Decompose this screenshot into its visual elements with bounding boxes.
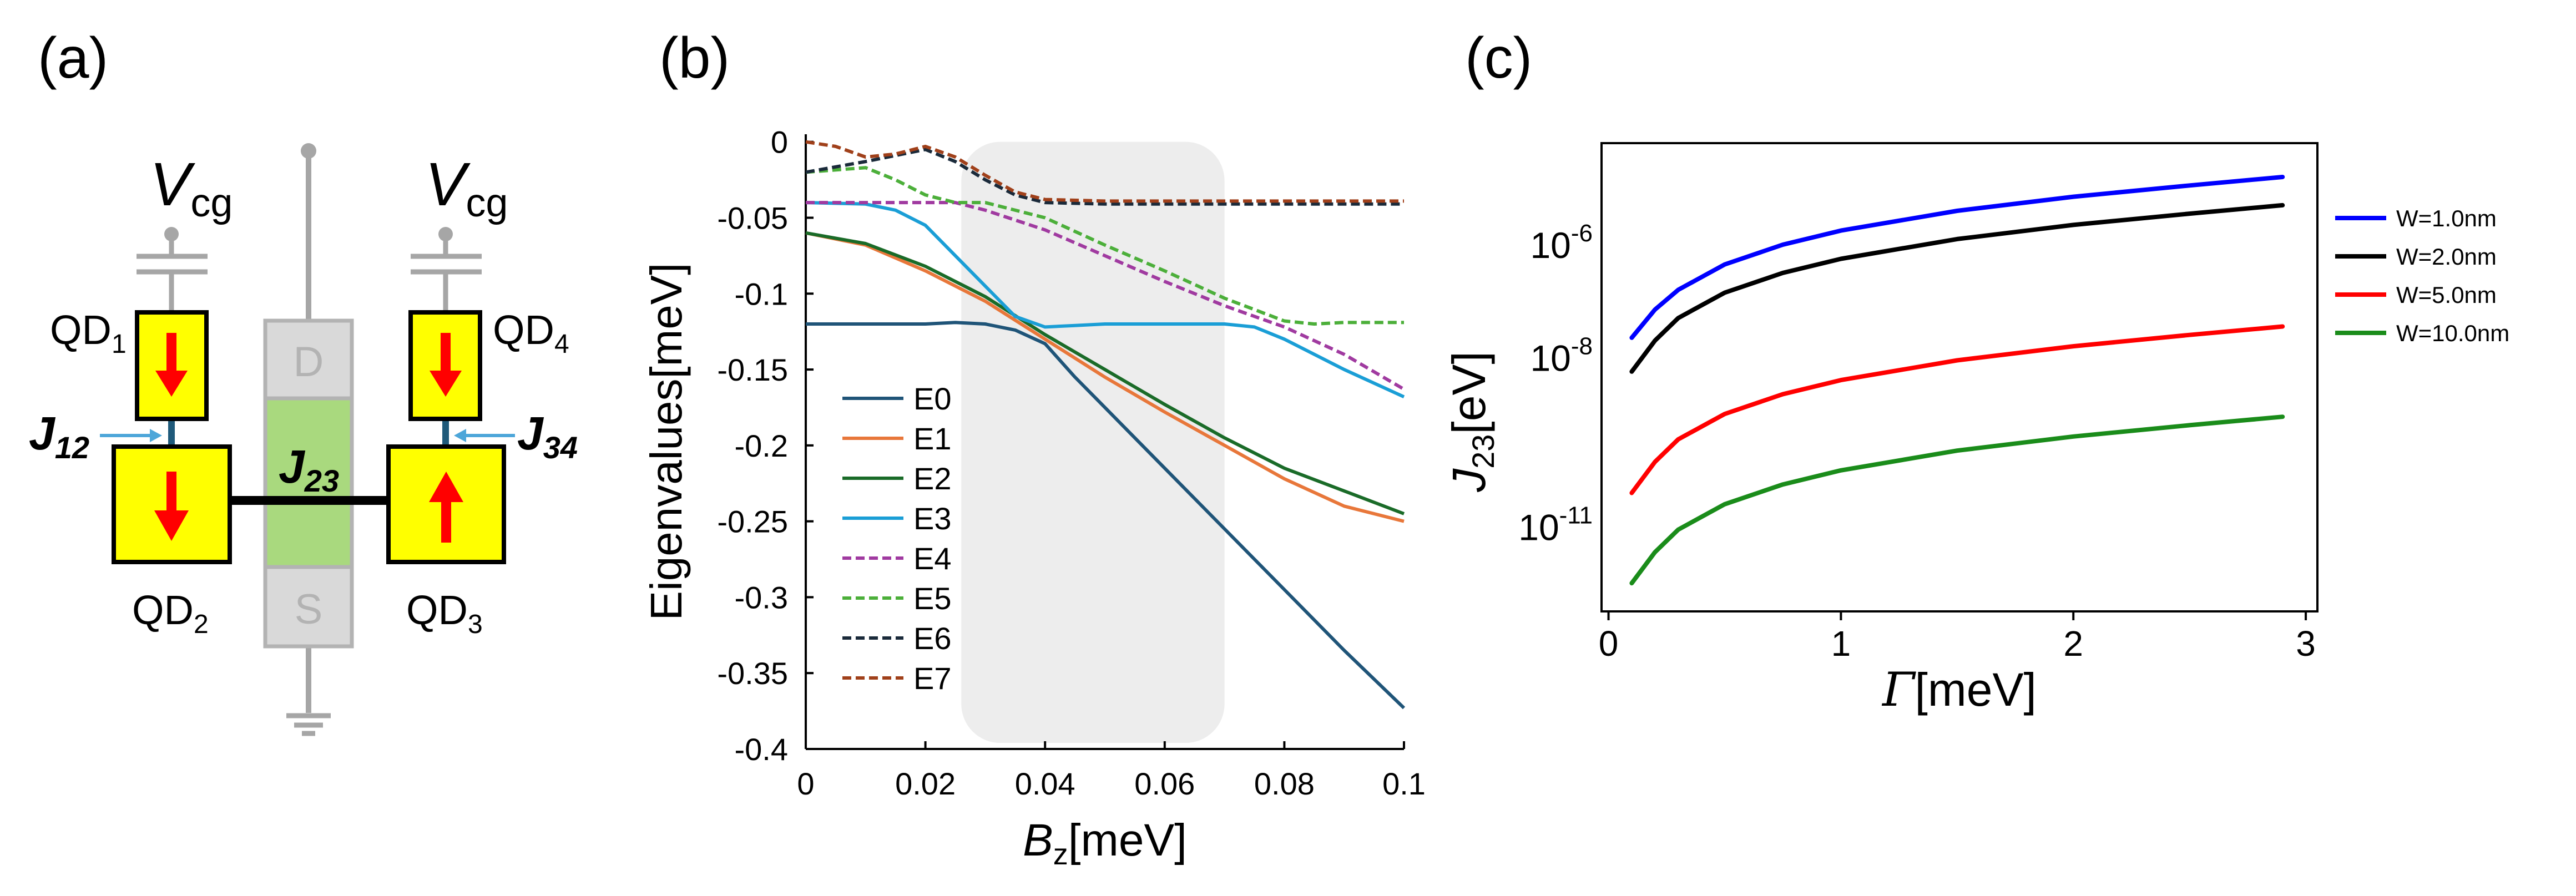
x-tick-label: 3 xyxy=(2296,624,2316,664)
series-E5 xyxy=(805,166,1404,326)
panel-b: (b) 0 0.02 0.04 0.06 0.08 0.1 0 -0.05 -0.1 -0.15 -… xyxy=(642,26,1426,871)
series-E1 xyxy=(805,231,1405,523)
y-tick-label: 10-8 xyxy=(1530,332,1593,378)
x-tick-label: 0.02 xyxy=(895,766,956,801)
qd1-label: QD1 xyxy=(50,307,127,359)
plot-frame xyxy=(1600,142,2319,612)
panel-c: (c) 0 1 2 3 10-6 10-8 10-11 W=1.0nm W=2.0nm W=5.0… xyxy=(1443,26,2509,717)
x-tick-label: 0.1 xyxy=(1382,766,1426,801)
spin-down-icon xyxy=(430,333,462,397)
j12-arrow xyxy=(100,429,162,442)
y-tick-label: -0.3 xyxy=(735,580,789,615)
y-axis-label: Eigenvalues[meV] xyxy=(642,263,691,621)
j12-label: J12 xyxy=(29,407,89,465)
qd3: QD3 xyxy=(386,444,506,639)
legend-label: E3 xyxy=(913,501,952,536)
qd2-label: QD2 xyxy=(132,587,209,639)
eigenvalue-chart: 0 0.02 0.04 0.06 0.08 0.1 0 -0.05 -0.1 -0.15 -0.2 -… xyxy=(642,125,1426,871)
y-tick-label: 10-11 xyxy=(1518,502,1593,548)
series-W=2.0nm xyxy=(1629,203,2285,374)
source-lead xyxy=(263,565,354,649)
legend-label: E7 xyxy=(913,661,952,696)
y-tick-label: 0 xyxy=(771,125,788,160)
x-tick-label: 0 xyxy=(797,766,814,801)
series-E3 xyxy=(805,201,1405,399)
series-W=10.0nm xyxy=(1629,414,2285,586)
panel-a-label: (a) xyxy=(38,26,108,90)
spin-down-icon xyxy=(155,333,188,397)
shaded-region xyxy=(961,141,1225,743)
y-tick-label: -0.15 xyxy=(717,352,788,387)
x-tick-label: 0 xyxy=(1599,624,1619,664)
legend-label: W=2.0nm xyxy=(2396,244,2497,270)
x-tick-label: 1 xyxy=(1831,624,1851,664)
x-tick-label: 0.06 xyxy=(1134,766,1195,801)
j23-chart: 0 1 2 3 10-6 10-8 10-11 W=1.0nm W=2.0nm W=5.0nm W=… xyxy=(1443,142,2509,717)
legend-label: E2 xyxy=(913,461,952,496)
spin-up-icon xyxy=(429,472,463,543)
j23-label: J23 xyxy=(279,441,339,498)
y-tick-label: -0.2 xyxy=(735,428,789,463)
legend-label: W=5.0nm xyxy=(2396,282,2497,308)
qd4: QD4 xyxy=(408,307,569,447)
y-tick-label: 10-6 xyxy=(1530,220,1593,266)
gate-left: Vcg xyxy=(137,150,233,312)
legend-label: E5 xyxy=(913,581,952,616)
legend-label: E4 xyxy=(913,541,952,576)
series-E2 xyxy=(805,231,1405,515)
legend-label: E6 xyxy=(913,621,952,656)
series-E0 xyxy=(806,321,1406,710)
gate-right: Vcg xyxy=(411,150,508,312)
y-tick-label: -0.25 xyxy=(717,504,788,539)
y-tick-label: -0.1 xyxy=(735,276,789,311)
legend-label: W=10.0nm xyxy=(2396,320,2509,346)
qd2: QD2 xyxy=(112,444,232,639)
series-E6 xyxy=(805,148,1404,206)
drain-label: D xyxy=(294,338,324,386)
y-axis-label: J23[eV] xyxy=(1443,351,1501,493)
panel-b-label: (b) xyxy=(659,26,730,90)
drain-lead xyxy=(263,318,354,401)
y-tick-label: -0.05 xyxy=(717,200,788,235)
panel-c-label: (c) xyxy=(1465,26,1532,90)
qd1: QD1 xyxy=(50,307,209,447)
x-axis-label: Γ[meV] xyxy=(1881,662,2037,717)
y-tick-label: -0.35 xyxy=(717,656,788,691)
gate-label-right: Vcg xyxy=(425,150,508,225)
qd4-label: QD4 xyxy=(493,307,569,359)
x-tick-label: 2 xyxy=(2063,624,2083,664)
source-label: S xyxy=(295,586,323,633)
legend-label: W=1.0nm xyxy=(2396,205,2497,231)
qd3-label: QD3 xyxy=(406,587,483,639)
x-tick-label: 0.08 xyxy=(1254,766,1315,801)
gate-label-left: Vcg xyxy=(150,150,233,225)
series-W=1.0nm xyxy=(1629,175,2285,340)
x-axis-label: Bz[meV] xyxy=(1023,815,1187,871)
panel-a: (a) D S Vcg Vcg xyxy=(29,26,578,736)
j34-arrow xyxy=(454,429,515,442)
series-W=5.0nm xyxy=(1629,324,2285,495)
spin-down-icon xyxy=(154,472,189,541)
series-E4 xyxy=(806,201,1405,391)
legend-label: E1 xyxy=(913,421,952,456)
ground-icon xyxy=(286,713,331,736)
legend-label: E0 xyxy=(913,381,952,416)
gate-terminal xyxy=(301,143,316,159)
x-tick-label: 0.04 xyxy=(1015,766,1075,801)
j34-label: J34 xyxy=(517,407,578,465)
series-E7 xyxy=(805,140,1404,203)
y-tick-label: -0.4 xyxy=(735,732,789,767)
